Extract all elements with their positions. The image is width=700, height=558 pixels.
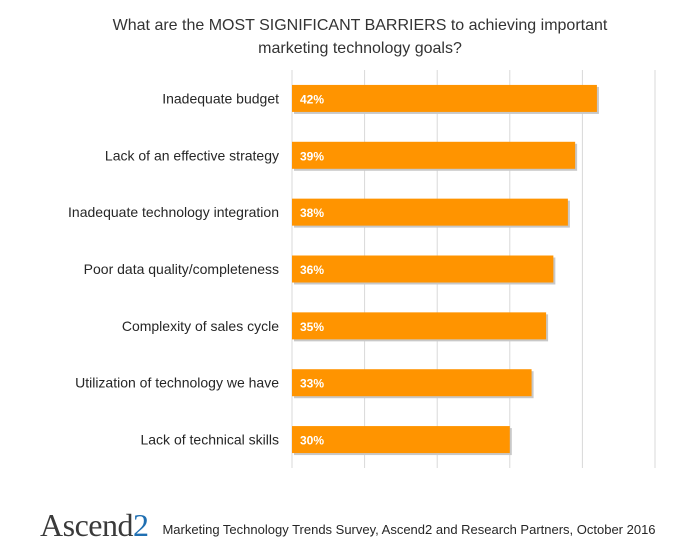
bar — [292, 426, 510, 454]
data-label: 36% — [300, 263, 324, 277]
source-note: Marketing Technology Trends Survey, Asce… — [162, 522, 656, 537]
category-label: Utilization of technology we have — [75, 375, 279, 391]
footer: Ascend2 Marketing Technology Trends Surv… — [40, 505, 656, 541]
data-label: 39% — [300, 149, 324, 163]
chart-title: What are the MOST SIGNIFICANT BARRIERS t… — [60, 14, 660, 60]
data-label: 30% — [300, 434, 324, 448]
bar — [292, 198, 568, 226]
chart-title-line-2: marketing technology goals? — [258, 40, 462, 57]
bar — [292, 255, 554, 283]
category-label: Lack of technical skills — [140, 432, 279, 448]
data-label: 33% — [300, 377, 324, 391]
bar-chart: Inadequate budget 42% Lack of an effective… — [68, 70, 656, 468]
logo-text: Ascend — [40, 507, 133, 543]
category-label: Lack of an effective strategy — [105, 147, 279, 163]
category-label: Inadequate budget — [162, 90, 279, 106]
bar — [292, 312, 547, 340]
chart-title-line-1: What are the MOST SIGNIFICANT BARRIERS t… — [112, 17, 608, 34]
data-label: 38% — [300, 206, 324, 220]
logo-suffix: 2 — [132, 507, 149, 543]
bar — [292, 369, 532, 397]
bar — [292, 84, 597, 112]
ascend2-logo: Ascend2 — [40, 507, 149, 543]
category-label: Poor data quality/completeness — [84, 261, 279, 277]
data-label: 35% — [300, 320, 324, 334]
bar — [292, 141, 576, 169]
data-label: 42% — [300, 92, 324, 106]
category-label: Inadequate technology integration — [68, 204, 279, 220]
category-label: Complexity of sales cycle — [122, 318, 279, 334]
